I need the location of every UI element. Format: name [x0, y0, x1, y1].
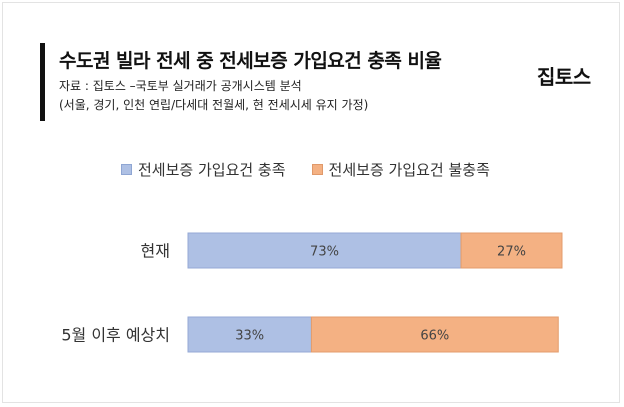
legend-swatch-met — [121, 164, 132, 175]
legend-item-met: 전세보증 가입요건 충족 — [121, 159, 286, 180]
brand-logo: 집토스 — [537, 65, 591, 89]
data-label: 27% — [497, 245, 526, 260]
legend-swatch-unmet — [311, 164, 323, 175]
data-label: 66% — [420, 329, 449, 344]
chart-note: (서울, 경기, 인천 연립/다세대 전월세, 현 전세시세 유지 가정) — [59, 98, 369, 112]
chart-source: 자료 : 집토스 –국토부 실거래가 공개시스템 분석 — [59, 79, 302, 93]
legend-label-unmet: 전세보증 가입요건 불충족 — [328, 161, 490, 179]
bar-segment-unmet — [310, 316, 559, 353]
bar-segment-met — [187, 316, 312, 353]
category-label: 5월 이후 예상치 — [61, 326, 170, 345]
category-label: 현재 — [141, 242, 170, 261]
chart-title: 수도권 빌라 전세 중 전세보증 가입요건 충족 비율 — [59, 50, 442, 72]
legend-item-unmet: 전세보증 가입요건 불충족 — [311, 159, 490, 180]
chart-legend: 전세보증 가입요건 충족 전세보증 가입요건 불충족 — [121, 159, 516, 180]
data-label: 33% — [235, 329, 264, 344]
bar-segment-unmet — [460, 232, 563, 269]
legend-label-met: 전세보증 가입요건 충족 — [138, 161, 286, 179]
data-label: 73% — [310, 245, 339, 260]
title-accent-bar — [40, 43, 45, 121]
